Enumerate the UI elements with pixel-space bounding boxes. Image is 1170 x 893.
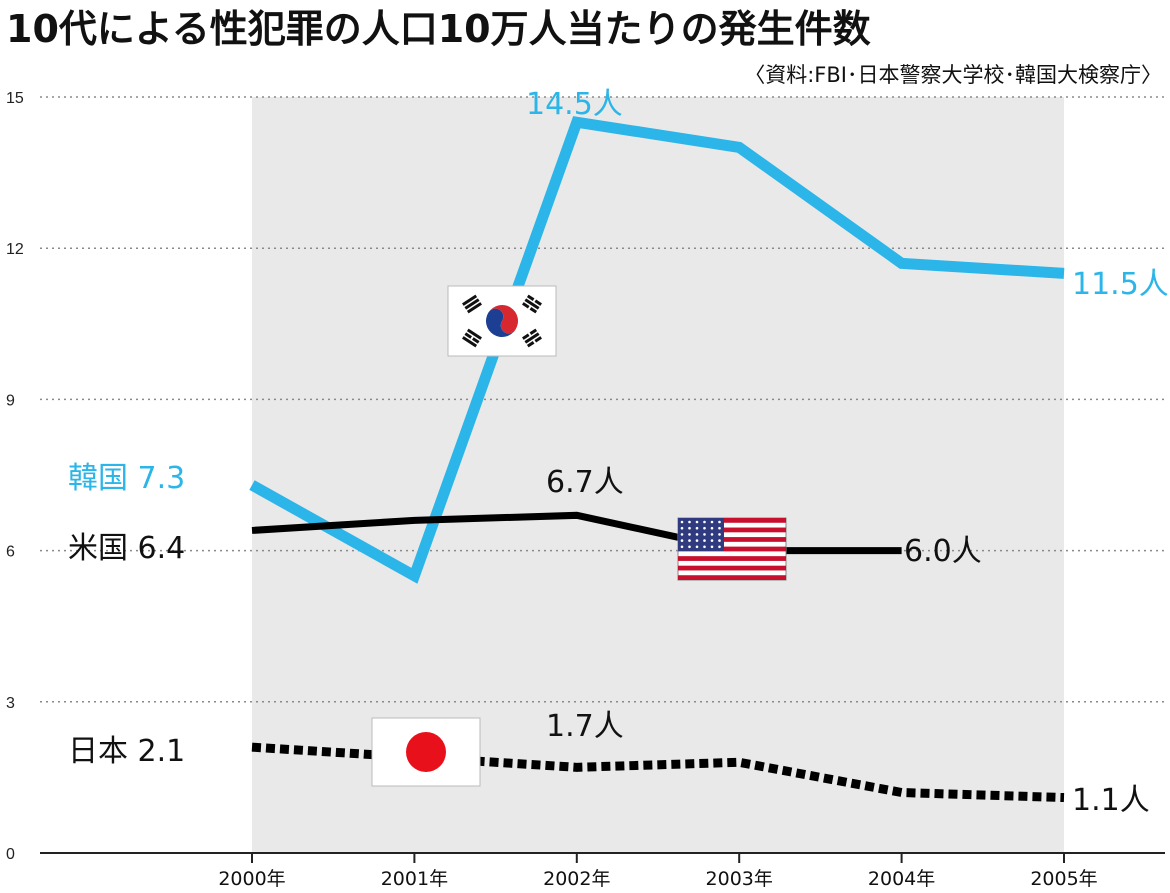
- y-tick-label: 15: [6, 90, 24, 107]
- y-tick-label: 3: [6, 695, 15, 712]
- x-tick-label: 2002年: [543, 868, 610, 890]
- series-line-korea: [249, 116, 1065, 584]
- chart-source: 〈資料:FBI･日本警察大学校･韓国大検察庁〉: [744, 63, 1162, 87]
- series-line-japan: [251, 742, 1065, 803]
- x-axis: 2000年 2001年 2002年 2003年 2004年 2005年: [40, 852, 1165, 890]
- data-label-korea-end: 11.5人: [1072, 267, 1169, 302]
- x-tick-label: 2001年: [381, 868, 448, 890]
- series-lines: [249, 116, 1065, 803]
- x-tick-label: 2005年: [1030, 868, 1097, 890]
- x-tick-label: 2000年: [218, 868, 285, 890]
- usa-flag-icon: [677, 517, 787, 581]
- data-label-japan-start: 日本 2.1: [68, 734, 185, 769]
- japan-flag-icon: [371, 717, 481, 787]
- data-label-japan-mid: 1.7人: [546, 709, 624, 744]
- x-tick-label: 2003年: [706, 868, 773, 890]
- chart-title: 10代による性犯罪の人口10万人当たりの発生件数: [6, 7, 871, 51]
- y-tick-label: 12: [6, 241, 24, 258]
- south-korea-flag-icon: [447, 285, 557, 357]
- y-axis: 0 3 6 9 12 15: [6, 90, 24, 863]
- annotations: 韓国 7.3 米国 6.4 日本 2.1 14.5人 11.5人 6.7人 6.0人 1.7人…: [68, 87, 1169, 818]
- data-label-usa-end: 6.0人: [904, 534, 982, 569]
- y-gridlines: [40, 96, 1168, 703]
- data-label-usa-start: 米国 6.4: [68, 531, 185, 566]
- data-label-usa-peak: 6.7人: [546, 465, 624, 500]
- y-tick-label: 9: [6, 392, 15, 409]
- data-label-korea-start: 韓国 7.3: [68, 461, 185, 496]
- data-label-korea-peak: 14.5人: [526, 87, 623, 122]
- y-tick-label: 6: [6, 544, 15, 561]
- data-label-japan-end: 1.1人: [1072, 783, 1150, 818]
- y-tick-label: 0: [6, 846, 15, 863]
- x-tick-label: 2004年: [868, 868, 935, 890]
